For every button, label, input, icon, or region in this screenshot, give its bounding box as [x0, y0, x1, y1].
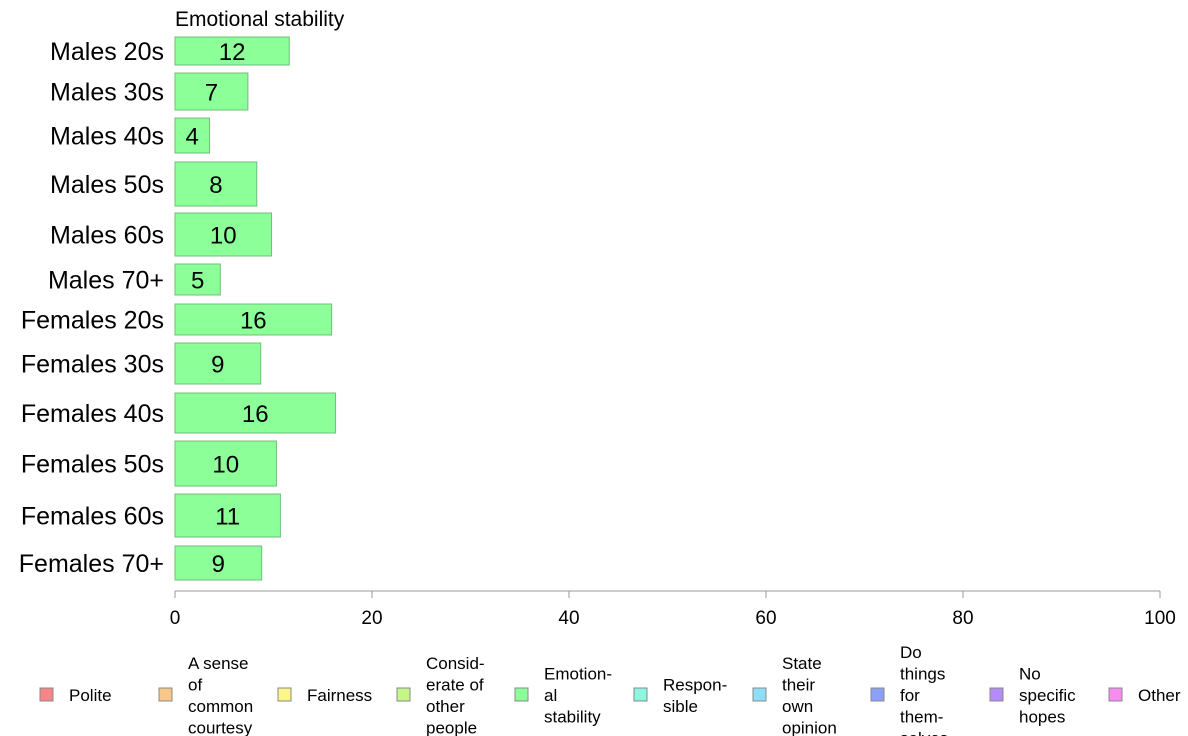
bar-value-label: 7 — [205, 80, 218, 107]
legend-item: Consid-erate of other people — [396, 654, 485, 736]
bar-8 — [174, 342, 262, 385]
bar-value-label: 12 — [219, 39, 246, 66]
x-axis: 0 20 40 60 80 100 — [170, 590, 1176, 629]
legend-swatch — [870, 687, 885, 702]
legend-item: Other — [1108, 686, 1181, 705]
legend-label: A sense of common courtesy — [188, 654, 253, 736]
bar-value-label: 16 — [242, 401, 269, 428]
legend-swatch — [158, 687, 173, 702]
legend-item: State their own opinion — [752, 654, 837, 736]
bar-6 — [174, 263, 221, 296]
legend-swatch — [396, 687, 411, 702]
legend-item: Fairness — [277, 686, 372, 705]
legend-swatch — [39, 687, 54, 702]
legend-item: No specific hopes — [989, 665, 1076, 727]
legend-swatch — [633, 687, 648, 702]
chart-title: Emotional stability — [175, 8, 345, 31]
category-label: Females 30s — [21, 351, 164, 379]
legend-label: Respon-sible — [663, 675, 727, 716]
legend-item: A sense of common courtesy — [158, 654, 253, 736]
legend-swatch — [514, 687, 529, 702]
bar-value-label: 10 — [212, 452, 239, 479]
bar-9 — [174, 392, 337, 434]
x-tick-label: 0 — [170, 608, 181, 629]
x-tick-label: 80 — [952, 608, 973, 629]
x-tick-label: 20 — [361, 608, 382, 629]
bar-12 — [174, 545, 263, 581]
bar-value-label: 9 — [211, 352, 224, 379]
bar-11 — [174, 493, 281, 538]
category-label: Females 40s — [21, 400, 164, 428]
legend-item: Emotion-al stability — [514, 665, 612, 727]
legend-swatch — [277, 687, 292, 702]
bar-3 — [174, 117, 210, 154]
bar-value-label: 9 — [212, 551, 225, 578]
category-label: Males 40s — [50, 123, 164, 151]
legend-item: Respon-sible — [633, 675, 727, 716]
category-label: Males 30s — [50, 79, 164, 107]
bar-value-label: 4 — [186, 124, 199, 151]
category-label: Females 70+ — [19, 550, 164, 578]
category-label: Males 20s — [50, 38, 164, 66]
bar-value-label: 8 — [209, 172, 222, 199]
bar-5 — [174, 212, 273, 257]
legend-item: Polite — [39, 686, 112, 705]
legend-swatch — [1108, 687, 1123, 702]
legend-label: State their own opinion — [782, 654, 837, 736]
bar-value-label: 5 — [191, 268, 204, 295]
legend-label: Polite — [69, 686, 112, 705]
category-label: Females 20s — [21, 307, 164, 335]
bar-value-label: 10 — [210, 223, 237, 250]
category-label: Males 70+ — [48, 267, 164, 295]
bar-4 — [174, 161, 258, 207]
legend-label: No specific hopes — [1019, 665, 1076, 727]
bar-value-label: 11 — [215, 504, 240, 531]
x-tick-label: 40 — [558, 608, 579, 629]
bar-7 — [174, 303, 333, 336]
legend-label: Consid-erate of other people — [426, 654, 485, 736]
legend-label: Emotion-al stability — [544, 665, 612, 727]
bar-2 — [174, 72, 249, 111]
category-label: Males 50s — [50, 171, 164, 199]
bar-value-label: 16 — [240, 308, 267, 335]
bar-10 — [174, 440, 277, 487]
legend: Polite A sense of common courtesy Fairness Con… — [39, 643, 1181, 736]
category-label: Males 60s — [50, 222, 164, 250]
bars: Males 20s 12 Males 30s 7 Males 40s 4 Males 50s… — [19, 36, 337, 581]
legend-label: Fairness — [307, 686, 372, 705]
bar-1 — [174, 36, 290, 66]
legend-swatch — [752, 687, 767, 702]
category-label: Females 60s — [21, 503, 164, 531]
legend-label: Other — [1138, 686, 1181, 705]
category-label: Females 50s — [21, 451, 164, 479]
legend-swatch — [989, 687, 1004, 702]
x-tick-label: 60 — [755, 608, 776, 629]
x-tick-label: 100 — [1144, 608, 1176, 629]
